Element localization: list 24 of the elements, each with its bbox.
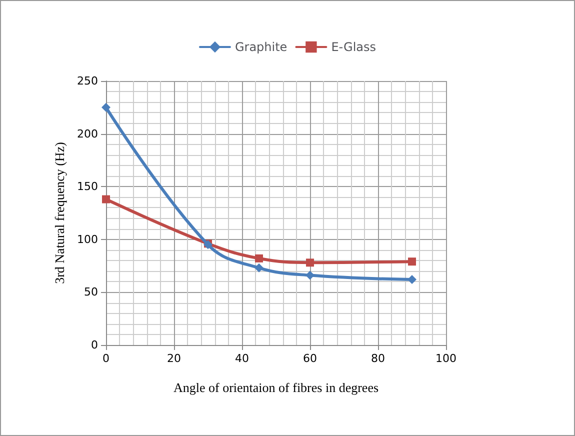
x-tick-label: 60: [303, 352, 317, 365]
x-axis-title: Angle of orientaion of fibres in degrees: [173, 380, 379, 395]
y-tick-label: 0: [91, 338, 98, 352]
y-tick-label: 100: [77, 232, 98, 246]
point: [306, 258, 314, 267]
x-tick-label: 80: [371, 352, 385, 365]
y-tick-label: 200: [77, 127, 98, 140]
x-tick-label: 100: [436, 352, 456, 365]
point: [408, 275, 416, 284]
x-tick-label: 40: [235, 352, 249, 365]
legend-label: E-Glass: [331, 40, 376, 54]
x-tick-label: 20: [167, 352, 181, 365]
point: [408, 258, 416, 266]
point: [254, 263, 264, 272]
point: [255, 254, 263, 262]
y-axis-title: 3rd Natural frequency (Hz): [52, 142, 68, 284]
y-tick-label: 250: [77, 74, 98, 88]
x-tick-label: 0: [102, 352, 110, 365]
point: [306, 270, 314, 280]
point: [102, 195, 110, 204]
y-tick-label: 50: [84, 286, 98, 299]
point: [102, 102, 110, 112]
legend-label: Graphite: [234, 40, 288, 54]
y-tick-label: 150: [77, 180, 98, 194]
